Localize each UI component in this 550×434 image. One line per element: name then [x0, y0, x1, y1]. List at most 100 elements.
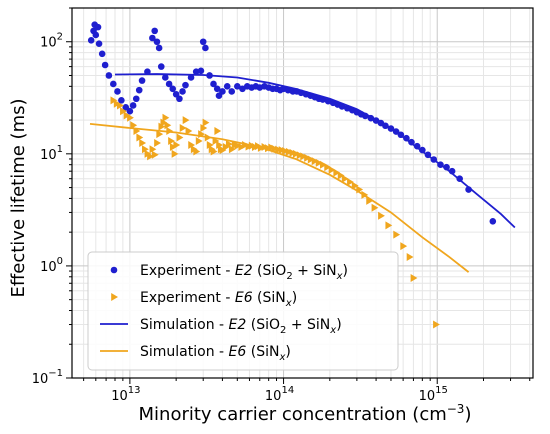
- legend-label-part: x: [278, 352, 285, 363]
- legend-marker: [110, 266, 118, 274]
- tick-label-base: 10: [111, 389, 128, 404]
- y-tick-label: 10−1: [32, 368, 63, 387]
- data-point: [122, 104, 130, 111]
- data-point: [101, 61, 109, 69]
- x-axis-label: Minority carrier concentration (cm−3): [139, 402, 472, 425]
- tick-label-base: 10: [265, 389, 282, 404]
- data-point: [410, 274, 418, 283]
- tick-label-base: 10: [40, 260, 57, 275]
- data-point: [289, 148, 297, 157]
- legend-label: Experiment - E2 (SiO2 + SiNx): [140, 263, 348, 282]
- legend-label-part: E2: [229, 317, 247, 333]
- legend-label-part: 2: [286, 271, 292, 282]
- data-point: [400, 242, 408, 251]
- data-point: [311, 157, 319, 166]
- legend-label-part: ): [292, 290, 297, 306]
- data-point: [393, 230, 401, 239]
- data-point: [195, 137, 203, 146]
- data-point: [275, 145, 282, 154]
- data-point: [120, 107, 127, 116]
- data-point: [319, 160, 327, 169]
- data-point: [117, 101, 124, 110]
- data-point: [234, 83, 241, 90]
- data-point: [151, 27, 158, 35]
- series-1: [87, 21, 497, 225]
- data-point: [114, 88, 121, 95]
- series-4: [89, 122, 470, 273]
- data-point: [206, 140, 214, 149]
- x-tick-label: 1015: [419, 385, 448, 404]
- legend-label-part: ): [336, 317, 341, 333]
- legend-label: Simulation - E2 (SiO2 + SiNx): [140, 317, 342, 336]
- data-point: [138, 77, 146, 84]
- data-point: [433, 320, 440, 329]
- data-point: [169, 85, 177, 93]
- data-point: [132, 95, 140, 103]
- data-point: [228, 145, 236, 154]
- data-point: [187, 74, 195, 81]
- data-point: [296, 151, 304, 160]
- data-point: [200, 123, 208, 132]
- legend-label-part: (SiN: [246, 344, 279, 360]
- data-point: [168, 137, 175, 146]
- data-point: [202, 118, 210, 127]
- data-point: [135, 86, 143, 94]
- data-point: [165, 80, 173, 88]
- simulation-line: [89, 122, 470, 273]
- data-point: [197, 67, 205, 75]
- tick-label-base: 10: [40, 148, 57, 163]
- legend-label: Simulation - E6 (SiNx): [140, 344, 291, 363]
- data-point: [216, 140, 223, 149]
- data-point: [307, 155, 315, 164]
- data-point: [210, 80, 217, 88]
- data-point: [149, 145, 157, 154]
- y-tick-label: 101: [40, 144, 63, 163]
- data-point: [110, 80, 117, 88]
- data-point: [176, 133, 184, 142]
- simulation-line: [114, 73, 516, 229]
- data-point: [92, 31, 100, 39]
- data-point: [185, 126, 193, 135]
- legend-label-part: (SiN: [253, 290, 286, 306]
- data-point: [225, 140, 233, 149]
- data-point: [154, 138, 161, 147]
- legend-label-part: E6: [229, 344, 247, 360]
- data-point: [158, 122, 166, 131]
- data-point: [292, 149, 300, 158]
- tick-label-base: 10: [419, 389, 436, 404]
- legend-label-part: Simulation -: [140, 344, 229, 360]
- data-point: [182, 81, 189, 89]
- data-point: [153, 38, 161, 46]
- data-point: [162, 113, 170, 122]
- legend-label-part: x: [285, 298, 292, 309]
- data-point: [304, 153, 311, 162]
- data-point: [285, 147, 293, 156]
- x-axis-label-exponent: −3: [447, 402, 465, 416]
- data-point: [156, 130, 164, 139]
- legend: Experiment - E2 (SiO2 + SiNx) Experiment …: [87, 251, 399, 371]
- data-point: [105, 72, 113, 79]
- data-point: [234, 141, 242, 150]
- data-point: [337, 171, 345, 180]
- data-point: [406, 253, 414, 262]
- series-3: [114, 73, 516, 229]
- data-point: [238, 143, 246, 152]
- data-point: [87, 37, 95, 44]
- x-axis-label-base: Minority carrier concentration (cm: [139, 404, 447, 425]
- tick-label-exponent: 2: [57, 32, 63, 43]
- legend-box: [87, 251, 399, 371]
- data-point: [162, 74, 169, 81]
- legend-label-part: (SiO: [253, 263, 287, 279]
- legend-label-part: Experiment -: [140, 290, 235, 306]
- x-axis-label-tail: ): [464, 404, 471, 425]
- y-tick-label: 102: [40, 32, 63, 51]
- x-tick-label: 1014: [265, 385, 294, 404]
- legend-label-part: (SiO: [246, 317, 280, 333]
- legend-label-part: 2: [280, 325, 286, 336]
- data-point: [95, 40, 103, 48]
- tick-label-exponent: 14: [281, 385, 294, 396]
- data-point: [155, 44, 163, 52]
- data-point: [149, 34, 156, 42]
- legend-label-part: Simulation -: [140, 317, 229, 333]
